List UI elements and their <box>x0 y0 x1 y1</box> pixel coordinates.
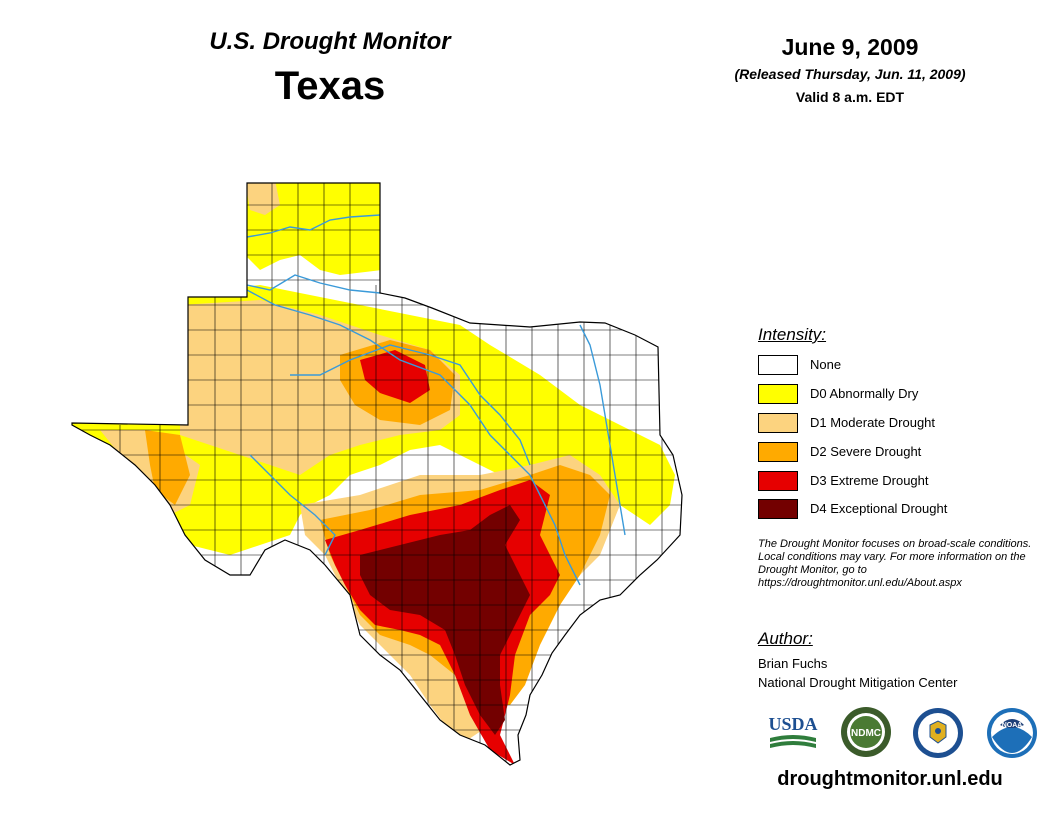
author-heading: Author: <box>758 629 813 648</box>
brazos-river <box>246 289 581 586</box>
commerce-seal <box>913 708 963 758</box>
d1-region <box>245 183 280 215</box>
map-title: U.S. Drought Monitor <box>209 28 451 55</box>
ndmc-logo-text: NDMC <box>851 728 881 739</box>
texas-drought-map <box>71 182 683 766</box>
website-link[interactable]: droughtmonitor.unl.edu <box>777 768 1003 790</box>
legend-label: D2 Severe Drought <box>810 444 922 459</box>
legend-label: D4 Exceptional Drought <box>810 501 948 516</box>
legend-swatch <box>758 442 798 462</box>
colorado-river <box>290 344 531 466</box>
rivers <box>246 214 626 586</box>
author-organization: National Drought Mitigation Center <box>758 675 958 690</box>
ndmc-logo: NDMC <box>841 707 891 757</box>
legend-label: None <box>810 357 842 372</box>
red-river <box>246 274 381 294</box>
rio-grande <box>249 454 336 556</box>
noaa-logo: NOAA <box>987 708 1037 758</box>
canadian-river <box>246 214 381 238</box>
disclaimer-note: The Drought Monitor focuses on broad-sca… <box>758 538 1032 589</box>
legend-label: D0 Abnormally Dry <box>810 386 919 401</box>
legend-swatch <box>758 384 798 404</box>
legend-swatch <box>758 413 798 433</box>
noaa-logo-text: NOAA <box>1002 722 1023 729</box>
legend-swatch <box>758 471 798 491</box>
usda-logo: USDA <box>768 714 818 748</box>
release-date: (Released Thursday, Jun. 11, 2009) <box>734 66 966 82</box>
usda-logo-text: USDA <box>768 714 817 734</box>
valid-time: Valid 8 a.m. EDT <box>795 89 905 105</box>
state-name: Texas <box>274 64 386 108</box>
d3-region <box>360 350 430 403</box>
legend-swatch <box>758 499 798 519</box>
legend-label: D3 Extreme Drought <box>810 473 929 488</box>
trinity-river <box>579 324 626 536</box>
d4-region <box>360 505 530 735</box>
legend-heading: Intensity: <box>758 325 827 344</box>
texas-outline <box>71 182 683 766</box>
map-date: June 9, 2009 <box>781 34 919 60</box>
legend-label: D1 Moderate Drought <box>810 415 936 430</box>
author-name: Brian Fuchs <box>758 656 828 671</box>
legend-swatch <box>758 355 798 375</box>
